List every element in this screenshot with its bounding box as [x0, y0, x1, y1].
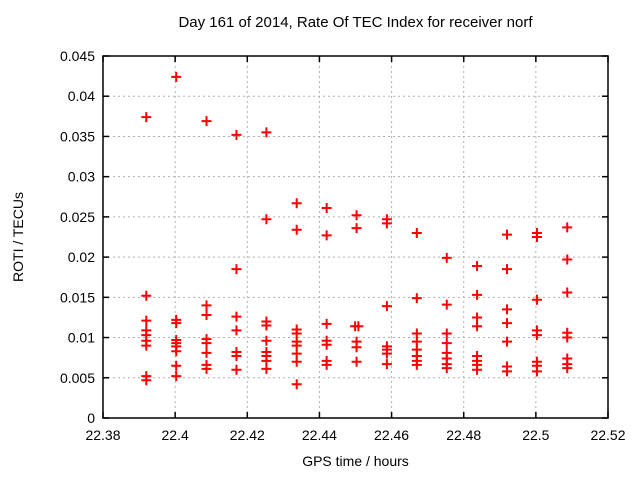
- data-point-marker: [502, 229, 512, 240]
- y-tick-label: 0.04: [68, 88, 95, 104]
- data-point-marker: [261, 214, 272, 225]
- y-tick-label: 0.02: [68, 249, 95, 265]
- data-point-marker: [141, 315, 152, 326]
- data-point-marker: [291, 356, 302, 367]
- data-point-marker: [291, 198, 302, 209]
- data-point-marker: [411, 227, 422, 238]
- data-point-marker: [321, 339, 332, 350]
- data-point-marker: [562, 254, 573, 265]
- data-point-marker: [502, 318, 512, 329]
- x-tick-label: 22.38: [85, 427, 120, 443]
- data-point-marker: [231, 129, 242, 140]
- data-point-marker: [562, 222, 573, 233]
- data-point-marker: [171, 360, 182, 371]
- data-point-marker: [261, 363, 272, 374]
- data-point-marker: [381, 359, 392, 370]
- plot-border: [102, 55, 609, 419]
- data-point-marker: [201, 347, 212, 358]
- x-tick-label: 22.46: [374, 427, 409, 443]
- data-point-marker: [171, 71, 182, 82]
- y-tick-label: 0: [87, 410, 95, 426]
- data-point-marker: [231, 264, 242, 275]
- data-point-marker: [171, 318, 182, 329]
- y-axis-label: ROTI / TECUs: [10, 192, 26, 282]
- data-point-marker: [502, 304, 512, 315]
- data-point-marker: [171, 346, 182, 357]
- data-point-marker: [562, 363, 573, 374]
- data-point-marker: [441, 252, 452, 263]
- y-tick-label: 0.025: [60, 209, 95, 225]
- y-tick-label: 0.03: [68, 169, 95, 185]
- data-point-marker: [502, 336, 512, 347]
- y-tick-label: 0.045: [60, 48, 95, 64]
- y-tick-label: 0.015: [60, 289, 95, 305]
- data-point-marker: [261, 127, 272, 138]
- data-point-marker: [502, 366, 512, 377]
- data-point-marker: [531, 294, 542, 305]
- x-tick-label: 22.48: [446, 427, 481, 443]
- data-point-marker: [441, 338, 452, 349]
- data-point-marker: [141, 290, 152, 301]
- x-tick-label: 22.42: [230, 427, 265, 443]
- data-point-marker: [441, 299, 452, 310]
- x-tick-label: 22.52: [590, 427, 625, 443]
- data-point-marker: [201, 363, 212, 374]
- data-point-marker: [321, 230, 332, 241]
- data-point-marker: [201, 300, 212, 311]
- data-point-marker: [502, 264, 512, 275]
- data-point-marker: [353, 321, 364, 332]
- data-point-marker: [531, 232, 542, 242]
- data-point-marker: [441, 328, 452, 339]
- data-point-marker: [201, 310, 212, 321]
- data-point-marker: [531, 366, 542, 377]
- data-point-marker: [562, 287, 573, 298]
- data-point-marker: [321, 359, 332, 370]
- data-point-marker: [231, 325, 242, 336]
- data-point-marker: [562, 332, 573, 343]
- data-point-marker: [351, 210, 362, 221]
- data-point-marker: [351, 223, 362, 234]
- data-point-marker: [351, 342, 362, 353]
- data-point-marker: [231, 364, 242, 375]
- data-point-marker: [291, 379, 302, 390]
- y-tick-label: 0.005: [60, 370, 95, 386]
- data-point-marker: [291, 224, 302, 235]
- data-point-marker: [472, 321, 483, 332]
- chart-title: Day 161 of 2014, Rate Of TEC Index for r…: [178, 14, 533, 31]
- data-point-marker: [441, 363, 452, 374]
- data-point-marker: [472, 364, 483, 375]
- data-point-marker: [472, 260, 483, 271]
- data-point-marker: [531, 330, 542, 341]
- data-point-marker: [231, 311, 242, 322]
- data-point-marker: [231, 351, 242, 362]
- x-tick-label: 22.44: [302, 427, 337, 443]
- data-point-marker: [381, 218, 392, 229]
- data-point-marker: [411, 359, 422, 370]
- data-point-marker: [141, 375, 152, 386]
- data-point-marker: [381, 348, 392, 359]
- data-point-marker: [472, 289, 483, 300]
- x-axis-label: GPS time / hours: [302, 453, 409, 469]
- data-point-marker: [261, 335, 272, 346]
- data-point-marker: [201, 338, 212, 349]
- y-tick-label: 0.01: [68, 330, 95, 346]
- data-point-marker: [201, 116, 212, 127]
- data-point-marker: [381, 301, 392, 312]
- data-point-marker: [351, 356, 362, 367]
- x-tick-label: 22.5: [522, 427, 549, 443]
- data-point-marker: [321, 318, 332, 329]
- data-point-marker: [472, 312, 483, 323]
- data-point-marker: [141, 340, 152, 351]
- data-point-marker: [171, 371, 182, 382]
- data-point-marker: [321, 203, 332, 214]
- data-point-marker: [261, 320, 272, 331]
- data-point-marker: [411, 293, 422, 304]
- x-tick-label: 22.4: [162, 427, 189, 443]
- y-tick-label: 0.035: [60, 128, 95, 144]
- data-point-marker: [141, 112, 152, 123]
